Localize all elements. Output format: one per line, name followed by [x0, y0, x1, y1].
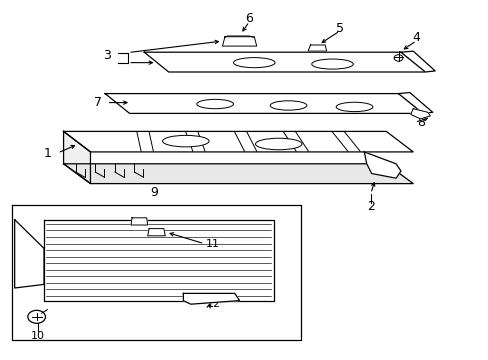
- Ellipse shape: [196, 99, 233, 109]
- Ellipse shape: [311, 59, 352, 69]
- Text: 1: 1: [44, 147, 52, 159]
- Polygon shape: [307, 45, 326, 51]
- Polygon shape: [144, 52, 425, 72]
- Polygon shape: [410, 109, 429, 119]
- Polygon shape: [63, 164, 412, 184]
- Polygon shape: [147, 229, 165, 236]
- Polygon shape: [183, 293, 239, 304]
- Ellipse shape: [162, 135, 209, 147]
- Polygon shape: [222, 37, 256, 46]
- Ellipse shape: [336, 102, 372, 112]
- Ellipse shape: [255, 138, 302, 150]
- Polygon shape: [105, 94, 422, 113]
- Text: 8: 8: [417, 116, 425, 129]
- Text: 4: 4: [412, 31, 420, 44]
- Polygon shape: [364, 152, 400, 178]
- Text: 10: 10: [31, 330, 45, 341]
- Text: 12: 12: [206, 299, 220, 309]
- Text: 5: 5: [335, 22, 343, 35]
- Polygon shape: [12, 205, 300, 340]
- Polygon shape: [131, 218, 147, 225]
- Text: 11: 11: [205, 239, 219, 249]
- Text: 7: 7: [94, 96, 102, 109]
- Polygon shape: [63, 131, 412, 152]
- Polygon shape: [44, 220, 273, 301]
- Ellipse shape: [233, 58, 274, 68]
- Text: 2: 2: [366, 201, 374, 213]
- Polygon shape: [400, 51, 434, 72]
- Text: 6: 6: [245, 12, 253, 25]
- Polygon shape: [63, 131, 90, 184]
- Ellipse shape: [269, 101, 306, 110]
- Text: 9: 9: [150, 186, 158, 199]
- Text: 3: 3: [102, 49, 110, 62]
- Polygon shape: [398, 93, 432, 113]
- Polygon shape: [15, 220, 44, 288]
